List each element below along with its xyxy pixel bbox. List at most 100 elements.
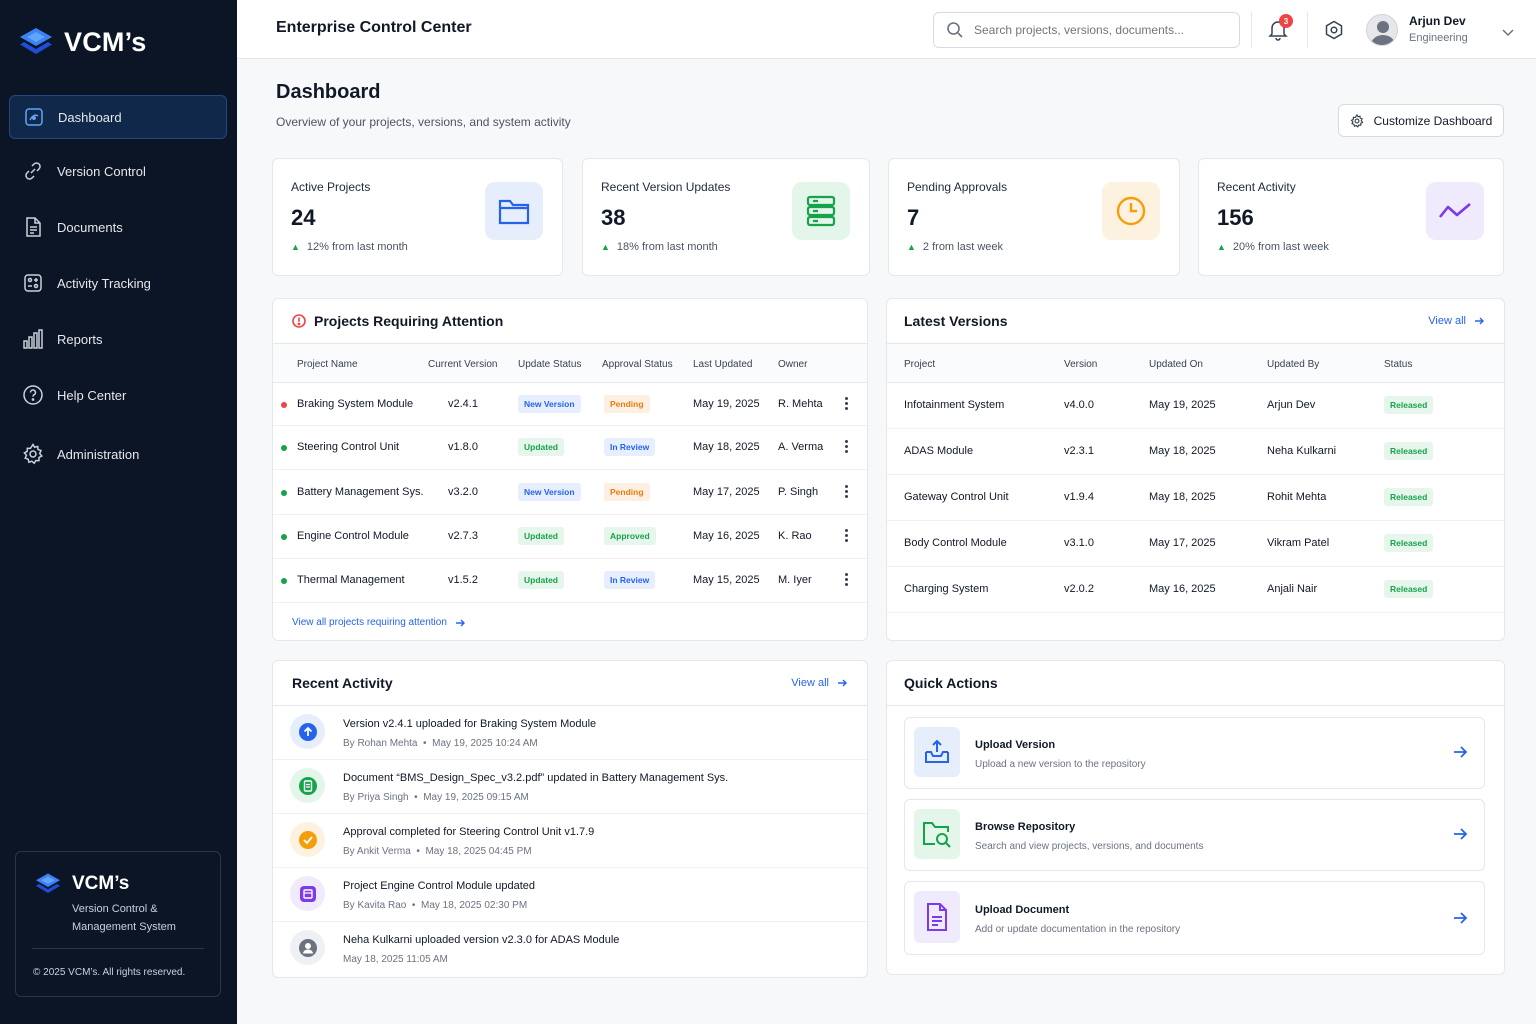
project-name: Battery Management Sys. [297,486,424,498]
view-all-attention-link[interactable]: View all projects requiring attention [292,617,465,628]
stat-change: ▲ 18% from last month [601,241,718,253]
sidebar-item-label: Help Center [57,387,127,403]
quick-actions-title: Quick Actions [904,675,998,691]
user-menu-toggle[interactable] [1502,24,1514,42]
updated-on: May 17, 2025 [1149,537,1216,549]
column-header[interactable]: Project Name [297,359,358,370]
table-row[interactable]: Charging System v2.0.2 May 16, 2025 Anja… [887,567,1504,613]
column-header[interactable]: Project [904,359,936,370]
document-icon [914,891,960,943]
upload-document-button[interactable]: Upload Document Add or update documentat… [904,881,1485,955]
column-header[interactable]: Current Version [428,359,498,370]
stat-card-pending-approvals[interactable]: Pending Approvals 7 ▲ 2 from last week [888,158,1180,276]
project-name: Braking System Module [297,398,414,410]
brand-name: VCM’s [64,26,147,57]
more-options-icon[interactable] [845,440,848,455]
activity-text: Version v2.4.1 uploaded for Braking Syst… [343,718,597,730]
updated-on: May 16, 2025 [1149,583,1216,595]
table-row[interactable]: Thermal Management v1.5.2 Updated In Rev… [273,559,867,603]
table-row[interactable]: Braking System Module v2.4.1 New Version… [273,383,867,426]
sidebar-item-version-control[interactable]: Version Control [9,149,227,193]
approval-status-badge: In Review [604,438,656,456]
table-row[interactable]: Steering Control Unit v1.8.0 Updated In … [273,426,867,470]
arrow-up-icon: ▲ [1217,242,1226,252]
table-row[interactable]: Engine Control Module v2.7.3 Updated App… [273,515,867,559]
column-header[interactable]: Update Status [518,359,582,370]
search-input[interactable] [974,23,1224,37]
column-header[interactable]: Version [1064,359,1098,370]
table-row[interactable]: Body Control Module v3.1.0 May 17, 2025 … [887,521,1504,567]
last-updated: May 16, 2025 [693,530,760,542]
arrow-right-icon [1454,912,1468,924]
customize-dashboard-button[interactable]: Customize Dashboard [1338,104,1504,137]
table-row[interactable]: Gateway Control Unit v1.9.4 May 18, 2025… [887,475,1504,521]
sidebar-item-help-center[interactable]: Help Center [9,373,227,417]
last-updated: May 15, 2025 [693,574,760,586]
column-header[interactable]: Owner [778,359,808,370]
settings-button[interactable] [1324,20,1344,45]
divider [1251,12,1252,48]
column-header[interactable]: Last Updated [693,359,753,370]
upload-version-button[interactable]: Upload Version Upload a new version to t… [904,717,1485,789]
sidebar-item-activity-tracking[interactable]: Activity Tracking [9,261,227,305]
notification-badge: 3 [1279,14,1293,28]
layers-logo-icon [36,873,60,893]
stat-card-active-projects[interactable]: Active Projects 24 ▲ 12% from last month [272,158,563,276]
more-options-icon[interactable] [845,397,848,412]
updated-by: Neha Kulkarni [1267,445,1337,457]
column-header[interactable]: Status [1384,359,1413,370]
column-header[interactable]: Updated On [1149,359,1203,370]
alert-icon [292,314,306,328]
sidebar-item-documents[interactable]: Documents [9,205,227,249]
arrow-up-icon: ▲ [601,242,610,252]
attention-panel: Projects Requiring Attention Project Nam… [272,298,868,641]
search-box[interactable] [933,12,1240,48]
view-all-activity-link[interactable]: View all [791,677,847,689]
owner: M. Iyer [778,574,812,586]
stat-value: 156 [1217,205,1254,230]
app-title: Enterprise Control Center [276,19,472,36]
activity-item[interactable]: Version v2.4.1 uploaded for Braking Syst… [273,706,867,760]
panel-title-text: Projects Requiring Attention [314,313,504,329]
column-header[interactable]: Approval Status [602,359,673,370]
column-header[interactable]: Updated By [1267,359,1320,370]
status-dot [281,402,287,408]
table-header: Project Name Current Version Update Stat… [273,343,867,383]
sidebar-item-reports[interactable]: Reports [9,317,227,361]
user-name[interactable]: Arjun Dev [1409,14,1466,28]
more-options-icon[interactable] [845,529,848,544]
activity-item[interactable]: Project Engine Control Module updated By… [273,868,867,922]
activity-item[interactable]: Neha Kulkarni uploaded version v2.3.0 fo… [273,922,867,976]
activity-meta: By Priya Singh • May 19, 2025 09:15 AM [343,792,529,803]
stat-card-recent-activity[interactable]: Recent Activity 156 ▲ 20% from last week [1198,158,1504,276]
table-row[interactable]: Battery Management Sys. v3.2.0 New Versi… [273,470,867,515]
quick-action-desc: Search and view projects, versions, and … [975,841,1204,852]
activity-item[interactable]: Approval completed for Steering Control … [273,814,867,868]
more-options-icon[interactable] [845,573,848,588]
quick-action-desc: Upload a new version to the repository [975,759,1146,770]
view-all-versions-link[interactable]: View all [1428,315,1484,327]
project-name: Steering Control Unit [297,441,400,453]
table-row[interactable]: Infotainment System v4.0.0 May 19, 2025 … [887,383,1504,429]
sidebar-item-administration[interactable]: Administration [9,432,227,476]
avatar[interactable] [1366,14,1398,46]
activity-text: Project Engine Control Module updated [343,880,536,892]
divider [887,705,1504,706]
table-row[interactable]: ADAS Module v2.3.1 May 18, 2025 Neha Kul… [887,429,1504,475]
more-options-icon[interactable] [845,485,848,500]
app-logo[interactable]: VCM’s [18,26,147,58]
stat-value: 7 [907,205,920,230]
sidebar-item-dashboard[interactable]: Dashboard [9,95,227,139]
quick-action-title: Upload Version [975,739,1056,751]
sidebar-item-label: Documents [57,219,123,235]
sidebar-item-label: Reports [57,331,103,347]
activity-item[interactable]: Document “BMS_Design_Spec_v3.2.pdf” upda… [273,760,867,814]
owner: A. Verma [778,441,824,453]
activity-meta: By Ankit Verma • May 18, 2025 04:45 PM [343,846,532,857]
stat-change-text: 12% from last month [306,241,408,253]
browse-repository-button[interactable]: Browse Repository Search and view projec… [904,799,1485,871]
sidebar: VCM’s Dashboard Version Control Document… [0,0,237,1024]
divider [32,948,204,949]
stat-card-version-updates[interactable]: Recent Version Updates 38 ▲ 18% from last… [582,158,870,276]
view-all-label: View all projects requiring attention [292,617,447,628]
